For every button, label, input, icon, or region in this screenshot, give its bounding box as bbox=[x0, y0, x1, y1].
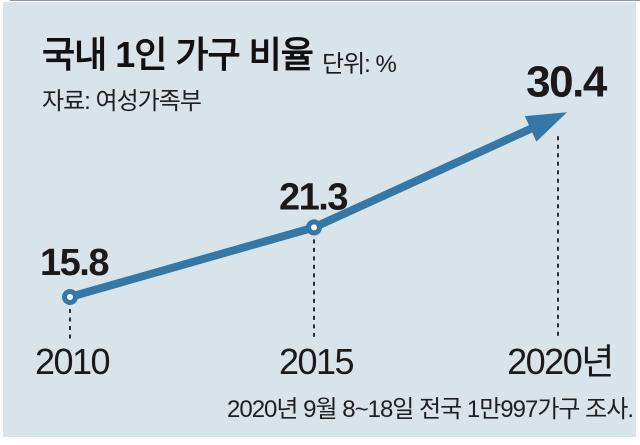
top-hairline bbox=[10, 0, 640, 1]
x-axis-tick-label: 2010 bbox=[35, 341, 110, 382]
value-label: 30.4 bbox=[526, 57, 608, 106]
source-label: 자료: 여성가족부 bbox=[42, 88, 202, 115]
arrow-head-icon bbox=[524, 112, 567, 142]
chart-title: 국내 1인 가구 비율 bbox=[42, 34, 314, 75]
value-label: 21.3 bbox=[279, 176, 347, 218]
unit-label: 단위: % bbox=[322, 51, 397, 78]
value-label: 15.8 bbox=[40, 242, 108, 284]
data-point-marker bbox=[62, 289, 78, 305]
x-axis-tick-label: 2015 bbox=[279, 341, 354, 382]
data-point-marker bbox=[306, 219, 322, 236]
survey-caption: 2020년 9월 8~18일 전국 1만997가구 조사. bbox=[227, 396, 634, 423]
chart-panel bbox=[3, 2, 636, 437]
x-axis-tick-label: 2020년 bbox=[507, 341, 613, 382]
